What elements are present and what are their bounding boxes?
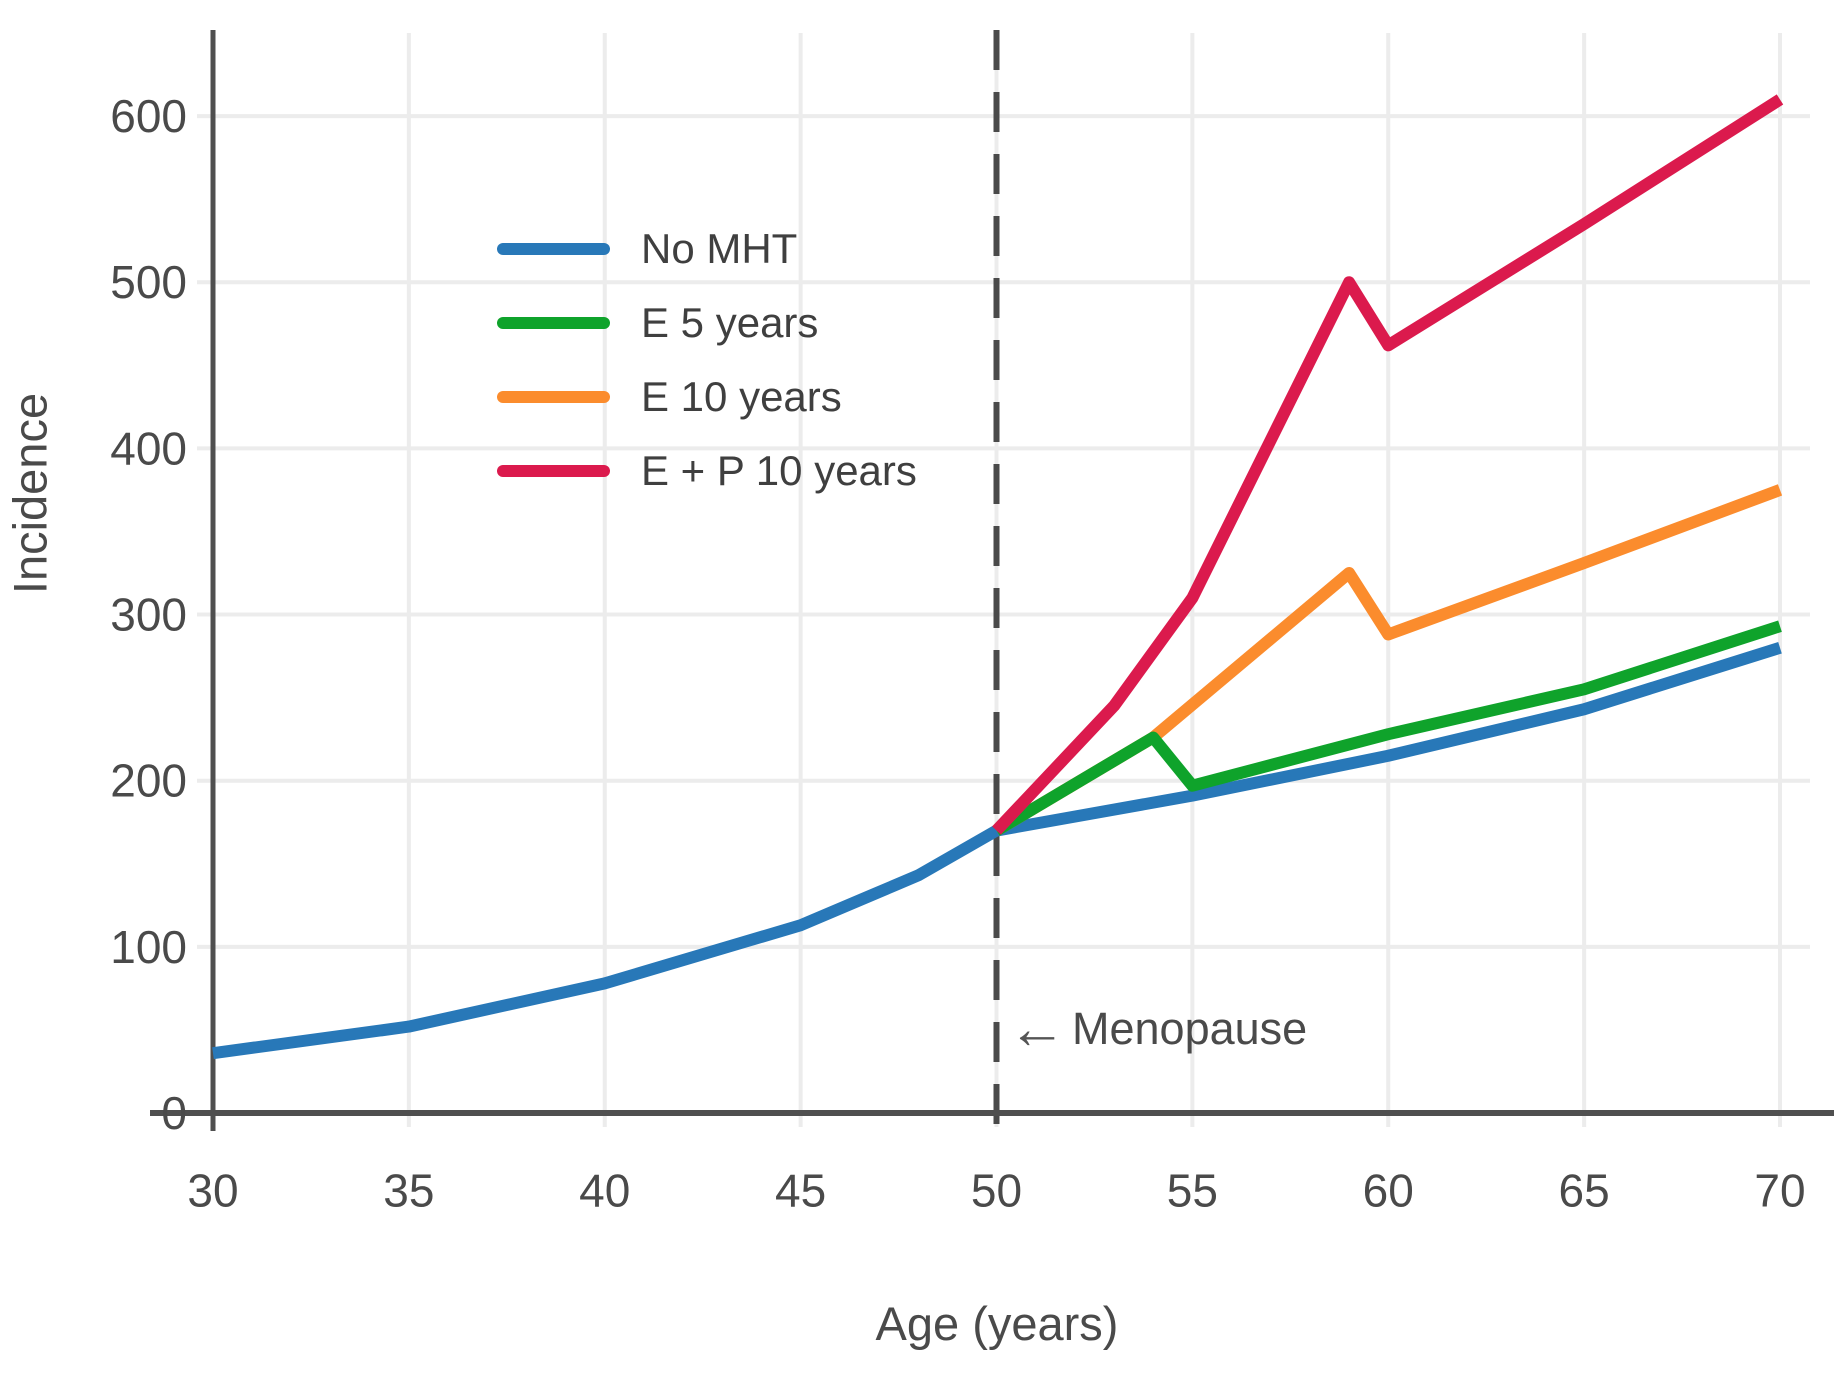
x-tick-label: 35 [383,1165,434,1217]
y-axis-title: Incidence [3,392,57,595]
x-tick-label: 50 [971,1165,1022,1217]
legend-swatch [497,243,610,255]
y-tick-label: 300 [110,589,187,641]
x-tick-label: 65 [1559,1165,1610,1217]
x-tick-label: 60 [1363,1165,1414,1217]
left-arrow-icon: ← [1008,996,1066,1061]
y-tick-label: 100 [110,921,187,973]
legend-label: E 10 years [641,373,842,420]
legend-item: E + P 10 years [497,434,917,508]
y-tick-label: 0 [161,1087,187,1139]
legend-item: E 10 years [497,360,917,434]
y-tick-label: 500 [110,256,187,308]
x-tick-label: 30 [187,1165,238,1217]
series-line-e-5-years [993,620,1782,836]
legend-swatch [497,317,610,329]
menopause-annotation: ← Menopause [1008,1000,1307,1058]
y-tick-label: 200 [110,755,187,807]
legend-swatch [497,391,610,403]
series-line-no-mht [212,642,1782,1060]
series-line-e-p-10-years [992,94,1784,835]
legend-label: E + P 10 years [641,447,917,494]
legend-swatch [497,465,610,477]
x-tick-label: 70 [1754,1165,1805,1217]
x-tick-label: 40 [579,1165,630,1217]
y-tick-label: 400 [110,422,187,474]
legend-item: No MHT [497,212,917,286]
legend-label: E 5 years [641,299,819,346]
annotation-label: Menopause [1072,1003,1308,1054]
legend: No MHT E 5 years E 10 years E + P 10 years [497,212,917,508]
x-tick-label: 55 [1167,1165,1218,1217]
x-tick-label: 45 [775,1165,826,1217]
y-tick-label: 600 [110,90,187,142]
x-axis-title: Age (years) [875,1297,1119,1350]
legend-label: No MHT [641,225,798,272]
legend-item: E 5 years [497,286,917,360]
